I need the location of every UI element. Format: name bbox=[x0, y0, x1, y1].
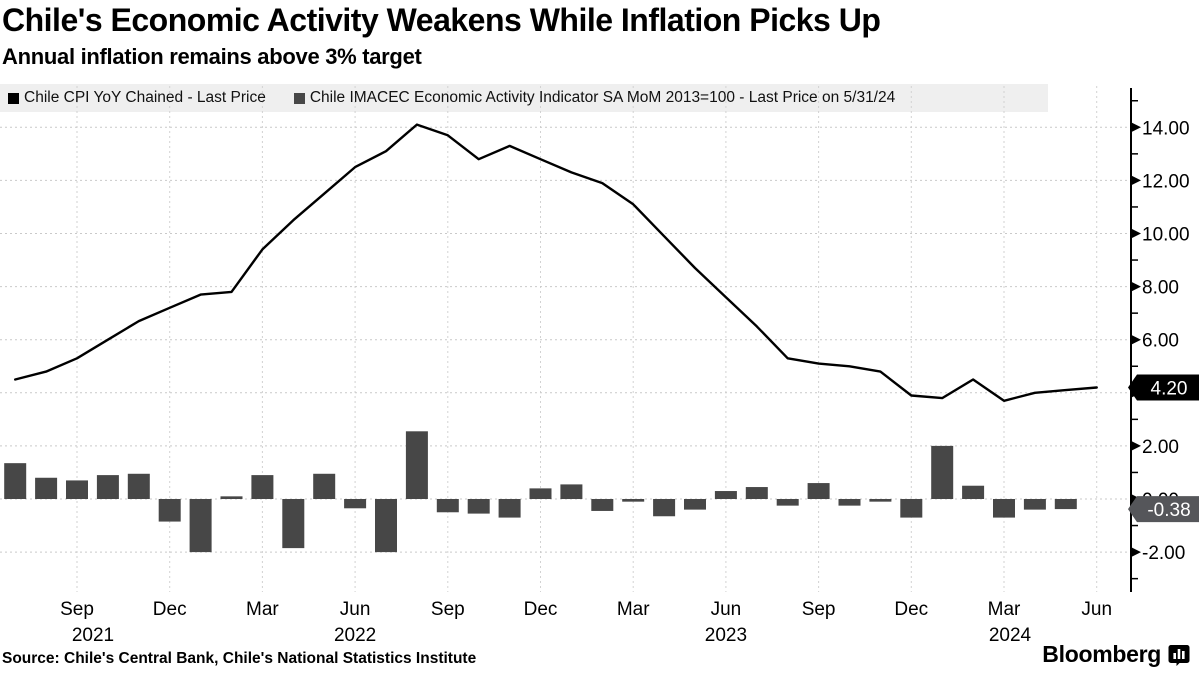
legend-background-strip bbox=[0, 84, 1048, 112]
y-axis-major-tick-arrow bbox=[1132, 122, 1141, 132]
imacec-bar-swatch-icon bbox=[293, 92, 305, 104]
y-axis-tick-label: 14.00 bbox=[1142, 118, 1190, 139]
y-axis-major-tick-arrow bbox=[1132, 335, 1141, 345]
imacec-bar bbox=[251, 475, 274, 499]
imacec-bar bbox=[498, 499, 521, 518]
chart-title: Chile's Economic Activity Weakens While … bbox=[2, 2, 881, 38]
imacec-bar bbox=[35, 477, 58, 499]
legend-item-imacec: Chile IMACEC Economic Activity Indicator… bbox=[293, 89, 896, 107]
bloomberg-branding: Bloomberg bbox=[1042, 641, 1190, 668]
x-axis-month-label: Sep bbox=[60, 599, 94, 620]
imacec-bar bbox=[745, 487, 768, 499]
imacec-bar bbox=[529, 488, 552, 499]
bloomberg-wordmark: Bloomberg bbox=[1042, 641, 1161, 667]
y-axis-tick-label: 12.00 bbox=[1142, 171, 1190, 192]
x-axis-month-label: Dec bbox=[524, 599, 558, 620]
y-axis-major-tick-arrow bbox=[1132, 547, 1141, 557]
imacec-bar bbox=[869, 499, 892, 502]
imacec-bar bbox=[313, 473, 336, 499]
imacec-bar bbox=[436, 499, 459, 513]
source-note: Source: Chile's Central Bank, Chile's Na… bbox=[2, 650, 477, 667]
imacec-bar bbox=[931, 445, 954, 499]
imacec-bar bbox=[220, 496, 243, 499]
imacec-bar bbox=[838, 499, 861, 506]
imacec-bar bbox=[1023, 499, 1046, 510]
imacec-bar bbox=[684, 499, 706, 510]
imacec-bar bbox=[96, 475, 119, 499]
imacec-bar bbox=[1054, 499, 1077, 510]
last-price-badge bbox=[1128, 374, 1199, 401]
x-axis-year-label: 2021 bbox=[72, 625, 114, 646]
imacec-bar bbox=[127, 473, 150, 499]
imacec-bar bbox=[807, 483, 830, 499]
imacec-bar bbox=[560, 484, 583, 499]
x-axis-month-label: Jun bbox=[340, 599, 371, 620]
last-price-badge-value: -0.38 bbox=[1147, 500, 1190, 521]
x-axis-month-label: Mar bbox=[617, 599, 650, 620]
imacec-bar bbox=[714, 491, 737, 499]
cpi-line bbox=[13, 123, 1098, 402]
legend-item-label: Chile CPI YoY Chained - Last Price bbox=[24, 89, 266, 106]
legend: Chile CPI YoY Chained - Last Price Chile… bbox=[8, 84, 923, 112]
last-price-badge-value: 4.20 bbox=[1151, 378, 1188, 399]
x-axis-month-label: Sep bbox=[431, 599, 465, 620]
legend-item-cpi: Chile CPI YoY Chained - Last Price bbox=[8, 89, 266, 107]
imacec-bar bbox=[158, 499, 181, 522]
x-axis-month-label: Jun bbox=[711, 599, 742, 620]
imacec-bar bbox=[4, 463, 27, 499]
x-axis-month-label: Sep bbox=[802, 599, 836, 620]
x-axis-month-label: Dec bbox=[153, 599, 187, 620]
y-axis-tick-label: 10.00 bbox=[1142, 225, 1190, 246]
imacec-bar bbox=[189, 499, 212, 553]
y-axis-tick-label: -2.00 bbox=[1142, 543, 1185, 564]
chart-subtitle: Annual inflation remains above 3% target bbox=[2, 44, 422, 69]
y-axis-tick-label: 6.00 bbox=[1142, 331, 1179, 352]
legend-item-label: Chile IMACEC Economic Activity Indicator… bbox=[309, 89, 896, 106]
y-axis-major-tick-arrow bbox=[1132, 229, 1141, 238]
imacec-bar bbox=[467, 499, 490, 514]
last-price-badge bbox=[1128, 496, 1199, 523]
x-axis-month-label: Jun bbox=[1081, 599, 1112, 620]
imacec-bar bbox=[776, 499, 799, 506]
cpi-line-swatch-icon bbox=[8, 92, 19, 104]
imacec-bar bbox=[282, 499, 305, 549]
y-axis-major-tick-arrow bbox=[1132, 441, 1141, 451]
y-axis-tick-label: 8.00 bbox=[1142, 278, 1179, 299]
imacec-bar bbox=[591, 499, 614, 511]
x-axis-year-label: 2023 bbox=[705, 625, 747, 646]
y-axis-tick-label: 2.00 bbox=[1142, 437, 1179, 458]
imacec-bar bbox=[962, 485, 985, 499]
x-axis-year-label: 2024 bbox=[989, 625, 1032, 646]
imacec-bar bbox=[993, 499, 1015, 518]
x-axis-year-label: 2022 bbox=[334, 625, 376, 646]
x-axis-month-label: Mar bbox=[246, 599, 279, 620]
x-axis-month-label: Dec bbox=[894, 599, 928, 620]
imacec-bar bbox=[653, 499, 676, 517]
x-axis-month-label: Mar bbox=[988, 599, 1021, 620]
imacec-bar bbox=[900, 499, 923, 518]
y-axis-major-tick-arrow bbox=[1132, 175, 1141, 185]
imacec-bar bbox=[344, 499, 367, 509]
imacec-bar bbox=[622, 499, 645, 502]
imacec-bar bbox=[375, 499, 397, 553]
imacec-bar bbox=[405, 431, 428, 499]
y-axis-major-tick-arrow bbox=[1132, 282, 1141, 292]
bar-chart-bubble-icon bbox=[1168, 644, 1190, 666]
imacec-bar bbox=[66, 480, 88, 499]
